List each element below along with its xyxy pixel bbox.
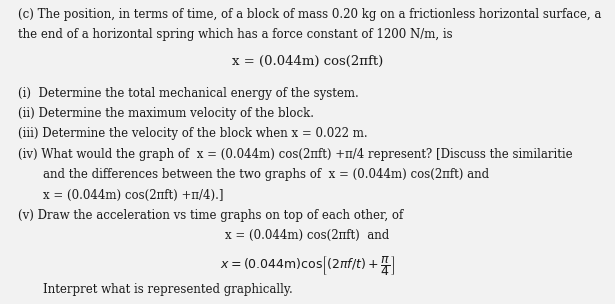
Text: x = (0.044m) cos(2πft) +π/4).]: x = (0.044m) cos(2πft) +π/4).] xyxy=(43,188,223,202)
Text: (ii) Determine the maximum velocity of the block.: (ii) Determine the maximum velocity of t… xyxy=(18,107,314,120)
Text: (iv) What would the graph of  x = (0.044m) cos(2πft) +π/4 represent? [Discuss th: (iv) What would the graph of x = (0.044m… xyxy=(18,148,573,161)
Text: x = (0.044m) cos(2πft): x = (0.044m) cos(2πft) xyxy=(232,55,383,68)
Text: (i)  Determine the total mechanical energy of the system.: (i) Determine the total mechanical energ… xyxy=(18,87,359,100)
Text: the end of a horizontal spring which has a force constant of 1200 N/m, is: the end of a horizontal spring which has… xyxy=(18,28,453,41)
Text: Interpret what is represented graphically.: Interpret what is represented graphicall… xyxy=(43,283,293,296)
Text: (iii) Determine the velocity of the block when x = 0.022 m.: (iii) Determine the velocity of the bloc… xyxy=(18,127,368,140)
Text: and the differences between the two graphs of  x = (0.044m) cos(2πft) and: and the differences between the two grap… xyxy=(43,168,489,181)
Text: x = (0.044m) cos(2πft)  and: x = (0.044m) cos(2πft) and xyxy=(225,229,390,242)
Text: x = (0.044m) cos[(2πf/t) + π/₄]: x = (0.044m) cos[(2πf/t) + π/₄] xyxy=(0,303,1,304)
Text: (c) The position, in terms of time, of a block of mass 0.20 kg on a frictionless: (c) The position, in terms of time, of a… xyxy=(18,8,602,21)
Text: (v) Draw the acceleration vs time graphs on top of each other, of: (v) Draw the acceleration vs time graphs… xyxy=(18,209,403,222)
Text: $x = (0.044\mathrm{m})\cos\!\left[(2\pi f/t) + \dfrac{\pi}{4}\right]$: $x = (0.044\mathrm{m})\cos\!\left[(2\pi … xyxy=(220,254,395,278)
